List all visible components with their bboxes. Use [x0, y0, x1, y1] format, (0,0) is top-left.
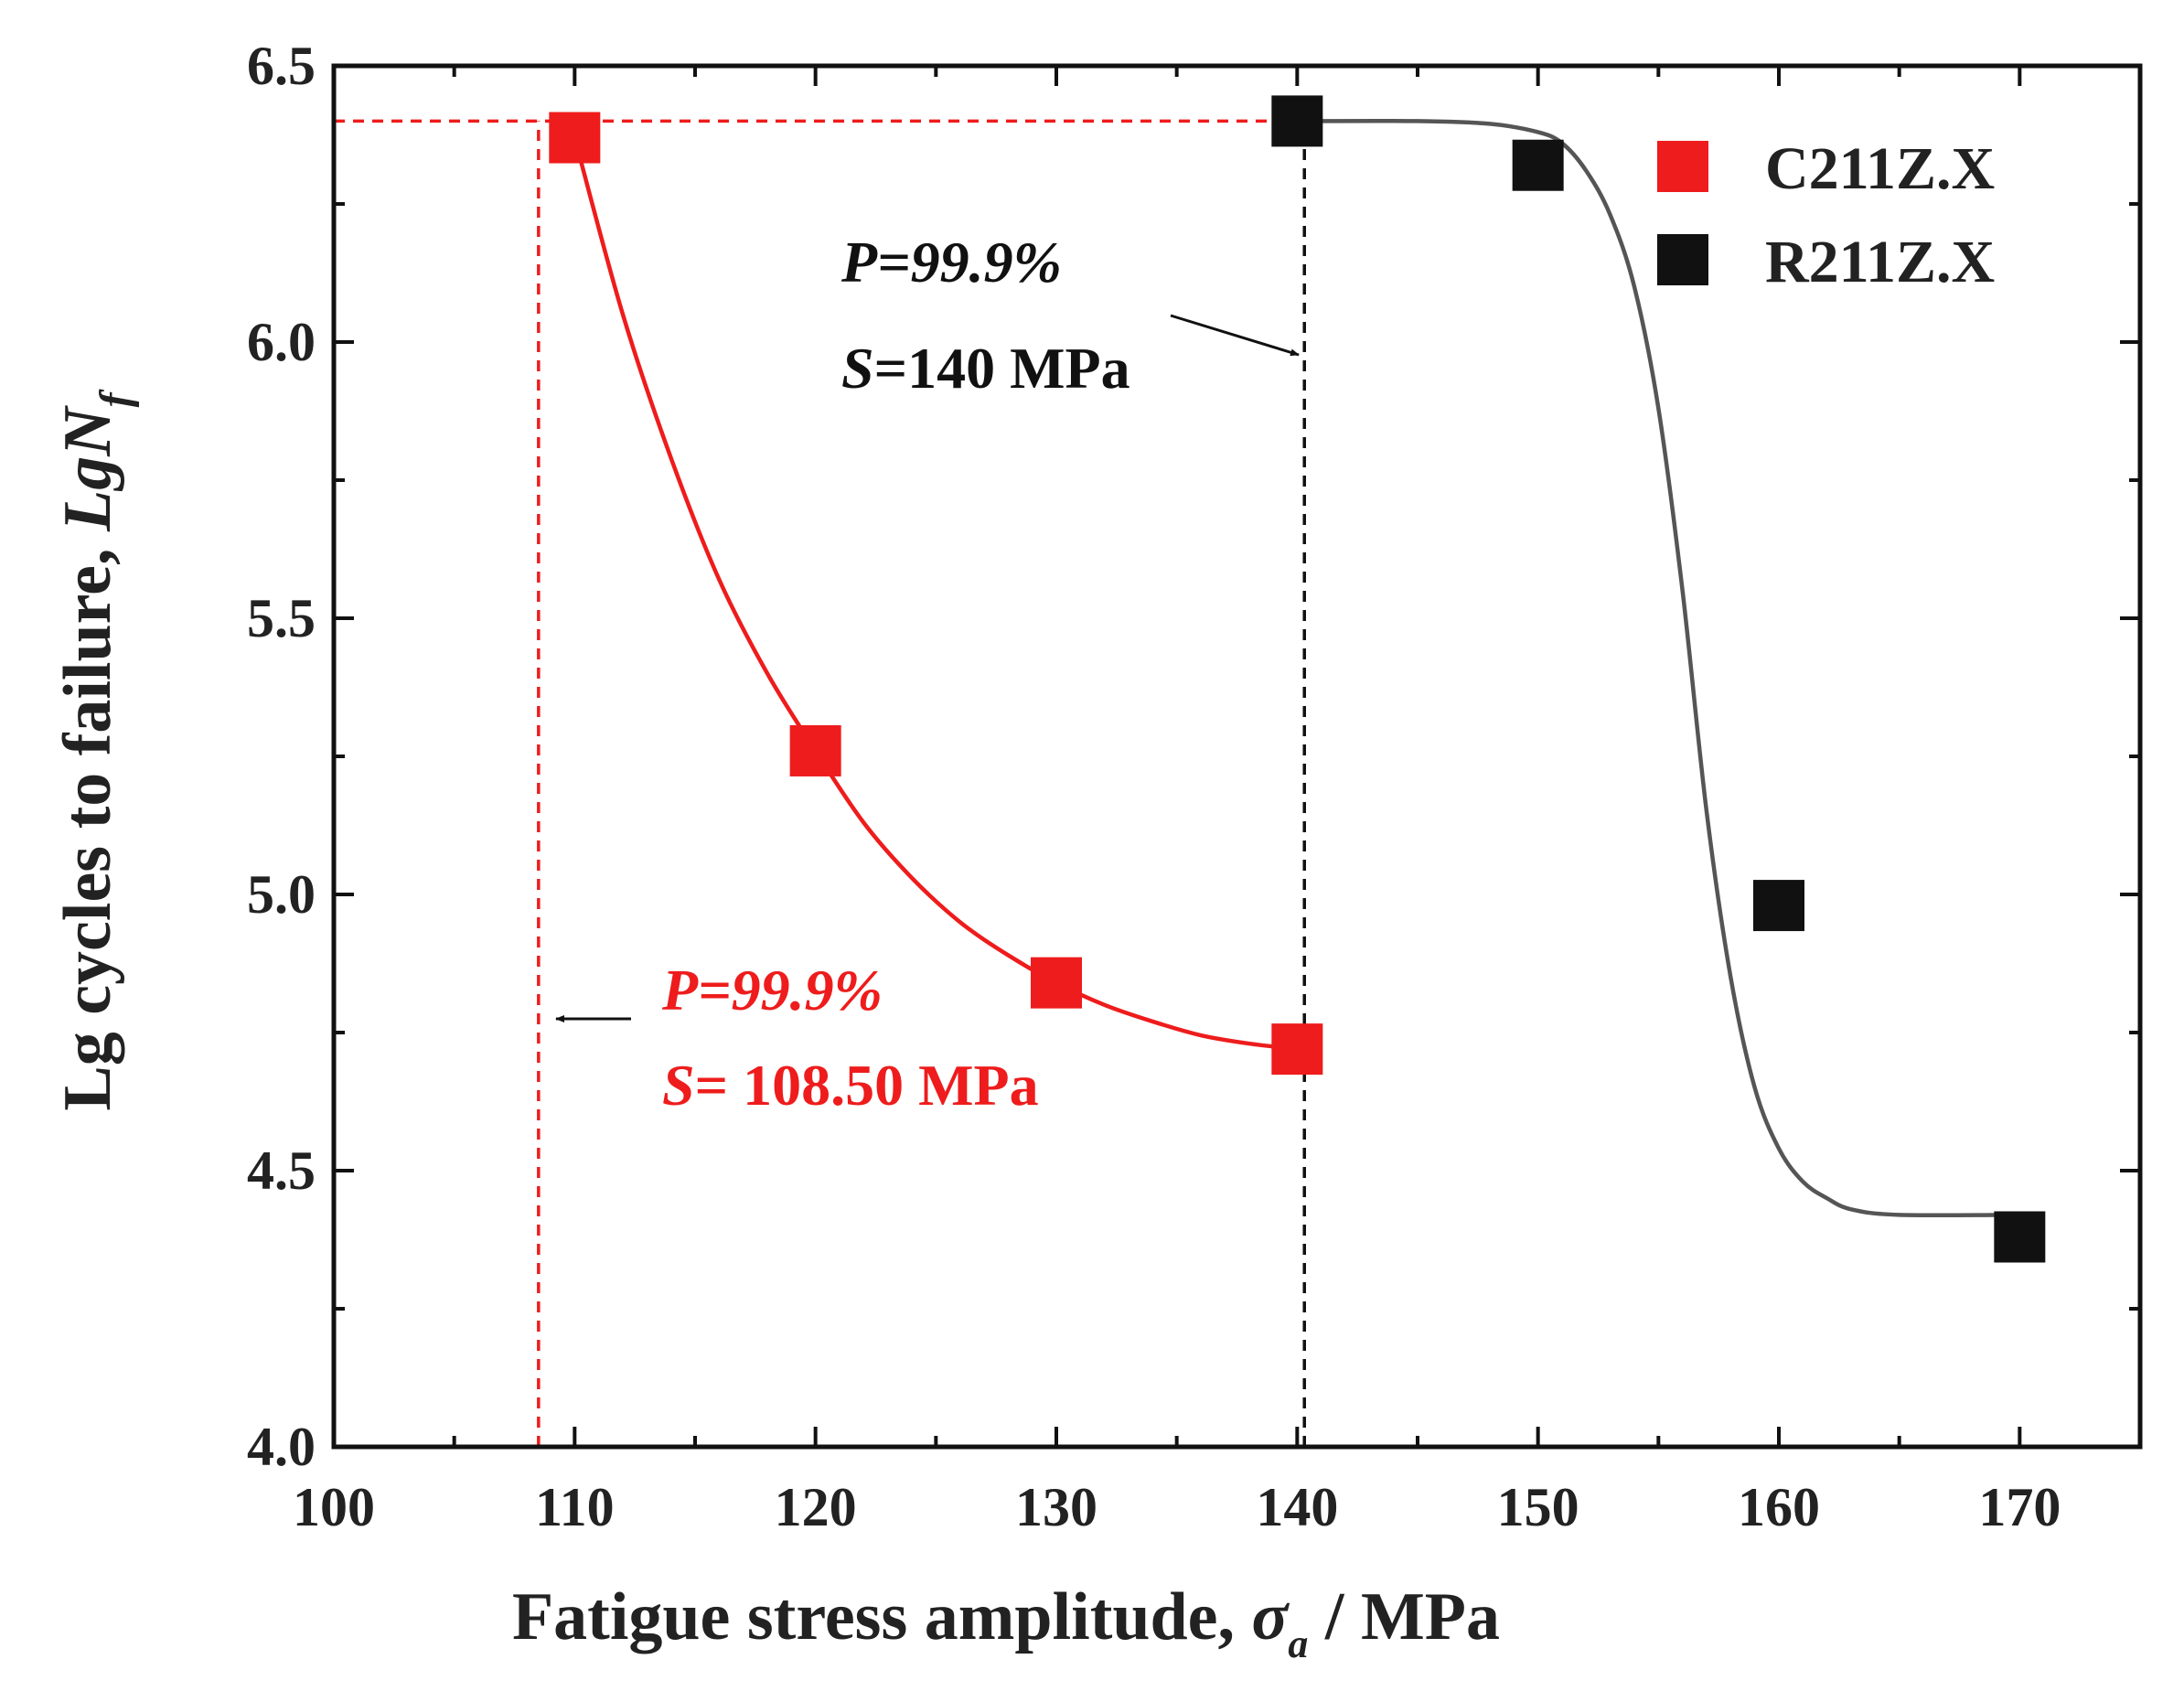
x-axis-title: Fatigue stress amplitude, σa / MPa	[512, 1579, 1500, 1666]
c211-s-line: S= 108.50 MPa	[662, 1053, 1039, 1118]
x-tick-label: 130	[1015, 1477, 1097, 1537]
x-axis-title-symbol: σ	[1252, 1579, 1290, 1654]
y-tick-label: 4.5	[247, 1140, 316, 1201]
x-tick-label: 150	[1497, 1477, 1579, 1537]
y-tick-label: 5.5	[247, 588, 316, 648]
fit-curve-c211z-x	[573, 136, 1298, 1052]
c211-annotation: P=99.9% S= 108.50 MPa	[555, 958, 1039, 1118]
data-point-c211z-x	[789, 724, 841, 776]
x-axis-title-subscript: a	[1288, 1622, 1308, 1666]
data-point-r211z-x	[1753, 880, 1804, 932]
data-points	[549, 95, 2046, 1263]
data-point-r211z-x	[1512, 139, 1564, 191]
legend: C211Z.X R211Z.X	[1657, 135, 1995, 295]
x-tick-label: 120	[775, 1477, 857, 1537]
x-axis-title-unit: / MPa	[1308, 1579, 1500, 1654]
axis-ticks	[332, 64, 2140, 1449]
r211-annotation-arrow	[1170, 314, 1300, 357]
data-point-c211z-x	[549, 112, 601, 164]
data-point-r211z-x	[1271, 95, 1323, 147]
y-tick-label: 6.0	[247, 312, 316, 372]
fit-curves	[573, 118, 2020, 1218]
r211-s-line: S=140 MPa	[841, 336, 1130, 401]
y-axis-title-symbol: LgN	[50, 405, 125, 532]
tick-labels: 100 110 120 130 140 150 160 170 4.0 4.5 5.0 5.5 6.0 6…	[247, 36, 2061, 1537]
r211-annotation: P=99.9% S=140 MPa	[840, 230, 1300, 401]
y-tick-label: 4.0	[247, 1417, 316, 1477]
y-tick-label: 5.0	[247, 864, 316, 925]
data-point-c211z-x	[1271, 1023, 1323, 1076]
y-tick-label: 6.5	[247, 36, 316, 96]
x-tick-label: 140	[1256, 1477, 1338, 1537]
y-axis-title: Lg cycles to failure, LgNf	[50, 389, 140, 1110]
r211-p-line: P=99.9%	[840, 230, 1062, 294]
y-axis-title-subscript: f	[91, 389, 140, 407]
x-tick-label: 160	[1738, 1477, 1820, 1537]
legend-label-r211: R211Z.X	[1765, 229, 1995, 295]
legend-label-c211: C211Z.X	[1765, 135, 1995, 202]
x-tick-label: 100	[293, 1477, 375, 1537]
data-point-r211z-x	[1994, 1211, 2046, 1263]
c211-p-line: P=99.9%	[661, 958, 883, 1022]
x-tick-label: 170	[1978, 1477, 2061, 1537]
legend-marker-c211	[1657, 141, 1708, 192]
fit-curve-r211z-x	[1297, 118, 2020, 1218]
x-tick-label: 110	[535, 1477, 615, 1537]
y-axis-title-main: Lg cycles to failure,	[50, 531, 125, 1111]
x-axis-title-main: Fatigue stress amplitude,	[512, 1579, 1252, 1654]
reference-lines	[334, 119, 1306, 1447]
legend-marker-r211	[1657, 234, 1708, 285]
data-point-c211z-x	[1031, 957, 1082, 1009]
